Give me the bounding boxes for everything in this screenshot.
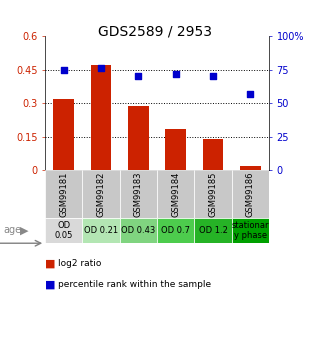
Bar	[91, 65, 111, 170]
Text: OD 0.43: OD 0.43	[121, 226, 156, 235]
Text: GSM99183: GSM99183	[134, 171, 143, 217]
Text: OD 1.2: OD 1.2	[199, 226, 227, 235]
Bar	[232, 170, 269, 218]
Bar	[240, 166, 261, 170]
Bar	[157, 218, 194, 243]
Text: OD 0.21: OD 0.21	[84, 226, 118, 235]
Text: GSM99184: GSM99184	[171, 171, 180, 217]
Point	[248, 91, 253, 97]
Point	[211, 73, 216, 79]
Text: ■: ■	[45, 259, 56, 269]
Text: age: age	[3, 226, 21, 236]
Bar	[128, 107, 149, 170]
Text: percentile rank within the sample: percentile rank within the sample	[58, 280, 211, 289]
Text: GSM99182: GSM99182	[97, 171, 105, 217]
Bar	[232, 218, 269, 243]
Text: GSM99186: GSM99186	[246, 171, 255, 217]
Bar	[120, 170, 157, 218]
Text: OD 0.7: OD 0.7	[161, 226, 190, 235]
Point	[173, 71, 178, 77]
Point	[61, 67, 66, 72]
Bar	[194, 170, 232, 218]
Bar	[157, 170, 194, 218]
Text: GDS2589 / 2953: GDS2589 / 2953	[99, 24, 212, 38]
Text: OD
0.05: OD 0.05	[54, 221, 73, 240]
Text: GSM99185: GSM99185	[209, 171, 217, 217]
Bar	[165, 129, 186, 170]
Text: ■: ■	[45, 280, 56, 289]
Bar	[45, 218, 82, 243]
Point	[99, 66, 104, 71]
Point	[136, 73, 141, 79]
Bar	[82, 218, 120, 243]
Text: ▶: ▶	[20, 226, 29, 236]
Bar	[82, 170, 120, 218]
Text: GSM99181: GSM99181	[59, 171, 68, 217]
Bar	[203, 139, 223, 170]
Bar	[120, 218, 157, 243]
Bar	[194, 218, 232, 243]
Bar	[45, 170, 82, 218]
Text: stationar
y phase: stationar y phase	[232, 221, 269, 240]
Bar	[53, 99, 74, 170]
Text: log2 ratio: log2 ratio	[58, 259, 101, 268]
